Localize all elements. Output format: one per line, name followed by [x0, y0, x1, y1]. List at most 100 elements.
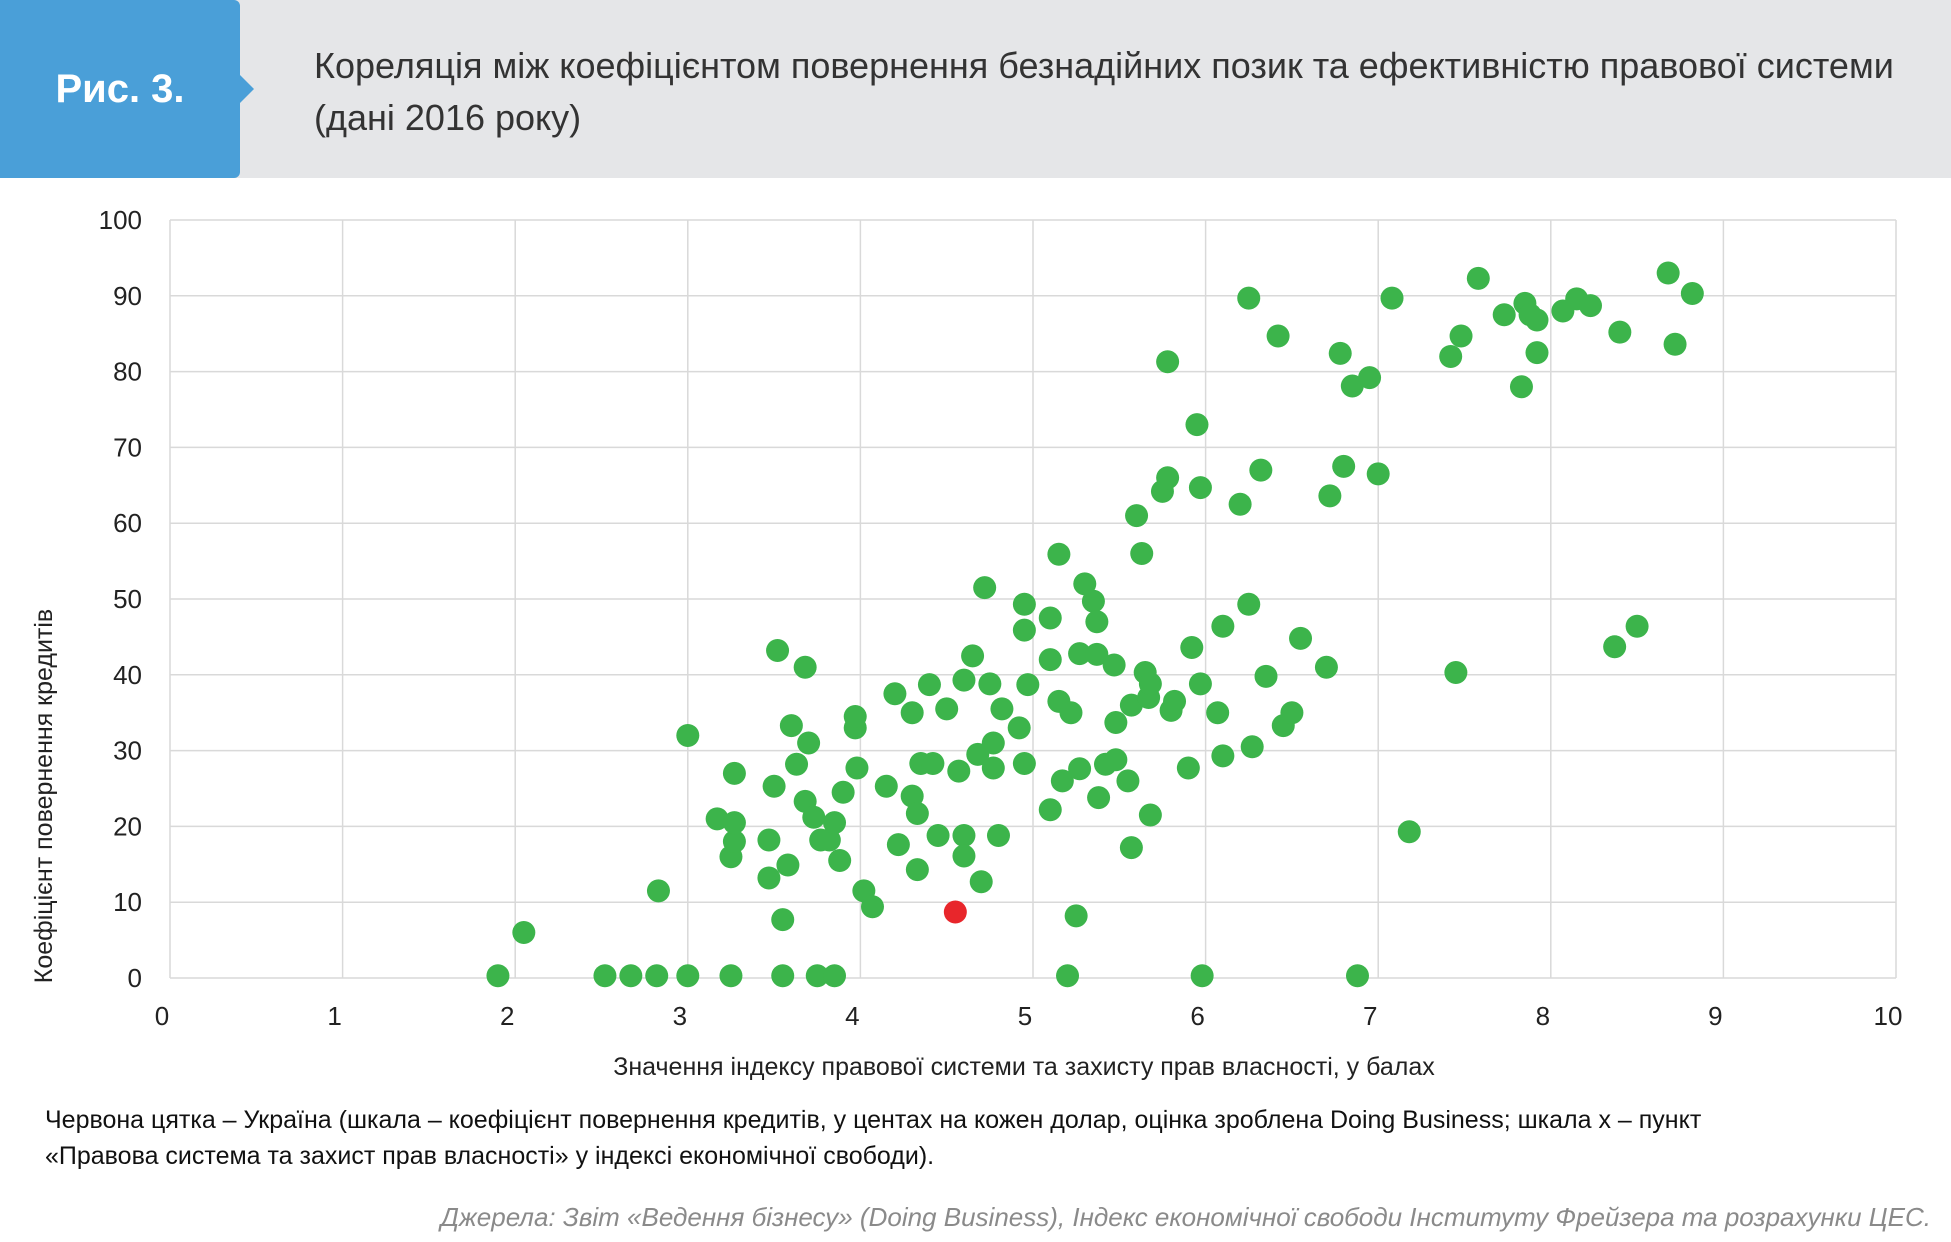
data-point: [676, 964, 700, 988]
x-tick-label: 5: [1018, 1001, 1032, 1031]
data-point: [900, 784, 924, 808]
figure-note: Червона цятка – Україна (шкала – коефіці…: [45, 1102, 1905, 1174]
data-point: [900, 701, 924, 725]
data-point: [981, 756, 1005, 780]
data-point: [1087, 786, 1111, 810]
data-point: [1119, 836, 1143, 860]
data-point: [676, 723, 700, 747]
data-point: [1211, 614, 1235, 638]
data-point: [1012, 618, 1036, 642]
data-point: [1680, 282, 1704, 306]
y-tick-label: 80: [113, 357, 142, 387]
data-point: [776, 853, 800, 877]
y-tick-label: 40: [113, 660, 142, 690]
data-point: [823, 964, 847, 988]
data-point: [1608, 320, 1632, 344]
y-tick-label: 0: [128, 963, 142, 993]
data-point: [1125, 504, 1149, 528]
data-point: [797, 731, 821, 755]
data-point: [1047, 542, 1071, 566]
data-point: [1249, 458, 1273, 482]
y-tick-label: 20: [113, 811, 142, 841]
data-point: [1266, 324, 1290, 348]
data-point: [722, 830, 746, 854]
figure-source: Джерела: Звіт «Ведення бізнесу» (Doing B…: [440, 1202, 1931, 1232]
data-point: [1068, 642, 1092, 666]
y-tick-label: 10: [113, 887, 142, 917]
data-point: [1185, 413, 1209, 437]
data-point: [1138, 803, 1162, 827]
data-point: [1318, 484, 1342, 508]
data-point: [1449, 324, 1473, 348]
data-point: [645, 964, 669, 988]
data-point: [905, 858, 929, 882]
data-point: [828, 849, 852, 873]
data-point: [705, 807, 729, 831]
data-point: [1466, 266, 1490, 290]
data-point: [1156, 350, 1180, 374]
data-point: [1081, 589, 1105, 613]
data-point: [486, 964, 510, 988]
data-point: [802, 805, 826, 829]
data-point: [952, 823, 976, 847]
data-point: [1038, 606, 1062, 630]
data-point: [1180, 636, 1204, 660]
data-point: [905, 802, 929, 826]
data-point: [1059, 701, 1083, 725]
data-point: [1073, 572, 1097, 596]
data-point: [986, 823, 1010, 847]
x-axis-label: Значення індексу правової системи та зах…: [613, 1053, 1435, 1081]
x-tick-label: 2: [500, 1001, 514, 1031]
x-tick-label: 7: [1363, 1001, 1377, 1031]
x-tick-labels: 0 1 2 3 4 5 6 7 8 9 10: [155, 1001, 1903, 1031]
note-line-2: «Правова система та захист прав власност…: [45, 1142, 935, 1170]
data-point: [926, 823, 950, 847]
data-point: [1056, 964, 1080, 988]
y-tick-label: 50: [113, 584, 142, 614]
data-point: [874, 774, 898, 798]
data-point: [1038, 648, 1062, 672]
data-point: [1345, 964, 1369, 988]
data-point: [1190, 964, 1214, 988]
data-point: [619, 964, 643, 988]
data-point: [1104, 711, 1128, 735]
data-point: [1012, 592, 1036, 616]
data-point: [917, 673, 941, 697]
data-point: [883, 682, 907, 706]
data-point: [823, 811, 847, 835]
x-tick-label: 3: [673, 1001, 687, 1031]
x-tick-label: 8: [1536, 1001, 1550, 1031]
data-point: [1138, 672, 1162, 696]
data-point: [771, 908, 795, 932]
data-point: [1064, 904, 1088, 928]
data-point: [831, 780, 855, 804]
data-point: [921, 751, 945, 775]
y-tick-label: 30: [113, 736, 142, 766]
x-tick-label: 6: [1190, 1001, 1204, 1031]
data-point: [1314, 655, 1338, 679]
data-point: [646, 879, 670, 903]
data-point: [952, 844, 976, 868]
data-point: [1050, 769, 1074, 793]
y-tick-label: 60: [113, 508, 142, 538]
data-point: [1130, 542, 1154, 566]
data-point: [1156, 466, 1180, 490]
data-point: [1380, 286, 1404, 310]
data-point: [793, 655, 817, 679]
figure-title: Кореляція між коефіцієнтом повернення бе…: [314, 45, 1894, 138]
data-point: [990, 697, 1014, 721]
data-point: [1397, 820, 1421, 844]
data-point: [1439, 344, 1463, 368]
data-point: [843, 704, 867, 728]
data-points: [486, 261, 1704, 988]
data-point: [1237, 592, 1261, 616]
data-point: [771, 964, 795, 988]
data-point: [935, 697, 959, 721]
data-point: [1085, 642, 1109, 666]
y-axis-label: Коефіцієнт повернення кредитів: [30, 609, 58, 983]
data-point: [1578, 294, 1602, 318]
data-point: [1119, 693, 1143, 717]
data-point: [1358, 366, 1382, 390]
data-point: [512, 921, 536, 945]
data-point: [1625, 614, 1649, 638]
